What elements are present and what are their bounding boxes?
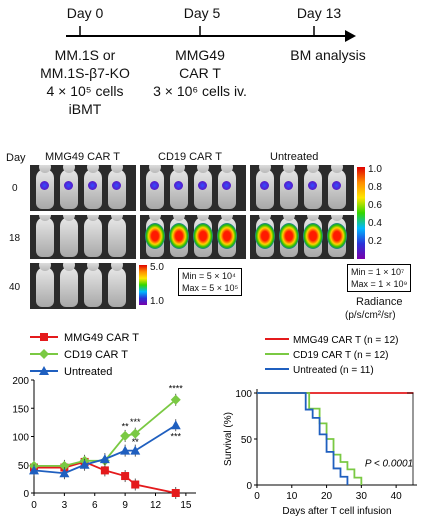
minmax-box-large: Min = 1 × 10⁷ Max = 1 × 10⁹: [347, 264, 412, 292]
y-tick-label: 100: [235, 389, 252, 400]
y-tick-label: 150: [12, 404, 29, 415]
data-point: [39, 349, 49, 359]
group-label-mmg49: MMG49 CAR T: [45, 151, 120, 163]
day5-line-2: CAR T: [179, 65, 221, 81]
day5-line-3: 3 × 10⁶ cells iv.: [153, 83, 247, 99]
row-label-18: 18: [9, 233, 21, 244]
y-tick-label: 100: [12, 433, 29, 444]
pvalue-bracket: [407, 392, 414, 486]
timeline-day5: Day 5: [183, 5, 221, 21]
data-point: [170, 420, 181, 430]
legend-label: MMG49 CAR T: [64, 332, 139, 344]
timeline-arrow: [66, 26, 356, 42]
day13-label: BM analysis: [290, 47, 366, 63]
colorbar-small: [139, 265, 147, 305]
x-axis-label: Days after T cell infusion: [282, 506, 391, 516]
legend-label: Untreated: [64, 366, 112, 378]
row-label-0: 0: [12, 183, 18, 194]
group-label-untreated: Untreated: [270, 151, 319, 163]
data-point: [59, 460, 70, 471]
timeline-day13: Day 13: [296, 5, 342, 21]
colorbar-large-tick-1: 1.0: [368, 164, 382, 175]
colorbar-large-tick-5: 0.2: [368, 236, 382, 247]
significance-label: ****: [169, 383, 184, 393]
day0-line-1: MM.1S or: [54, 47, 116, 63]
minmax-large-min: Min = 1 × 10⁷: [351, 267, 405, 277]
data-point: [99, 454, 110, 464]
radiance-unit: (p/s/cm²/sr): [345, 310, 396, 321]
data-point: [130, 428, 141, 439]
tumor-line-chart: 0 50 100 150 200 0 3 6 9 12 15 MMG49 CAR T CD19 CAR …: [12, 332, 196, 511]
significance-label: **: [122, 422, 130, 432]
x-tick-label: 40: [391, 491, 403, 502]
y-tick-label: 200: [12, 376, 29, 387]
data-point: [120, 430, 131, 441]
data-point: [29, 465, 39, 475]
legend-label: CD19 CAR T: [64, 349, 128, 361]
data-point: [100, 466, 109, 475]
x-tick-label: 10: [286, 491, 298, 502]
colorbar-large-tick-2: 0.8: [368, 182, 382, 193]
imaging-day-header: Day: [6, 152, 26, 164]
colorbar-large: [357, 167, 365, 259]
x-tick-label: 0: [31, 500, 37, 511]
data-point: [171, 489, 180, 497]
survival-chart: MMG49 CAR T (n = 12) CD19 CAR T (n = 12) U…: [223, 335, 417, 516]
data-point: [131, 480, 140, 489]
group-label-cd19: CD19 CAR T: [158, 151, 222, 163]
survival-curve: [257, 392, 363, 485]
x-tick-label: 3: [62, 500, 68, 511]
row-label-40: 40: [9, 282, 21, 293]
pvalue-label: P < 0.0001: [365, 459, 413, 470]
x-tick-label: 30: [356, 491, 368, 502]
image-panel-mmg49-day18: [30, 215, 136, 259]
y-tick-label: 50: [18, 461, 30, 472]
timeline-day0: Day 0: [66, 5, 104, 21]
legend-label: CD19 CAR T (n = 12): [293, 350, 389, 361]
data-point: [79, 459, 90, 469]
image-panel-cd19-day0: [140, 165, 246, 211]
minmax-small-max: Max = 5 × 10⁵: [182, 283, 239, 293]
day5-line-1: MMG49: [175, 47, 225, 63]
colorbar-large-tick-4: 0.4: [368, 218, 382, 229]
data-point: [170, 394, 181, 405]
day0-line-4: iBMT: [68, 101, 102, 117]
x-tick-label: 6: [92, 500, 98, 511]
y-axis-label: Survival (%): [223, 412, 234, 466]
image-panel-mmg49-day0: [30, 165, 136, 211]
data-point: [40, 333, 48, 341]
image-panel-untreated-day0: [250, 165, 354, 211]
x-tick-label: 20: [321, 491, 333, 502]
data-point: [121, 472, 130, 481]
data-point: [130, 445, 141, 455]
colorbar-small-top: 5.0: [150, 262, 164, 273]
y-tick-label: 0: [23, 489, 29, 500]
data-point: [59, 468, 70, 478]
survival-curve: [257, 392, 349, 485]
y-tick-label: 50: [241, 435, 253, 446]
image-panel-cd19-day18: [140, 215, 246, 259]
minmax-box-small: Min = 5 × 10⁴ Max = 5 × 10⁵: [178, 268, 243, 296]
x-tick-label: 15: [180, 500, 192, 511]
day0-line-2: MM.1S-β7-KO: [40, 65, 130, 81]
colorbar-large-tick-3: 0.6: [368, 200, 382, 211]
x-tick-label: 9: [122, 500, 128, 511]
x-tick-label: 0: [254, 491, 260, 502]
radiance-label: Radiance: [356, 296, 403, 308]
data-point: [120, 445, 131, 455]
minmax-small-min: Min = 5 × 10⁴: [182, 271, 236, 281]
y-tick-label: 0: [246, 481, 252, 492]
image-panel-mmg49-day40: [30, 263, 136, 309]
x-tick-label: 12: [150, 500, 162, 511]
data-point: [39, 366, 49, 375]
minmax-large-max: Max = 1 × 10⁹: [351, 279, 408, 289]
legend-label: MMG49 CAR T (n = 12): [293, 335, 399, 346]
significance-label: ***: [130, 417, 141, 427]
colorbar-small-bottom: 1.0: [150, 296, 164, 307]
significance-label: **: [132, 437, 140, 447]
legend-label: Untreated (n = 11): [293, 365, 374, 376]
significance-label: ***: [170, 431, 181, 441]
image-panel-untreated-day18: [250, 215, 354, 259]
day0-line-3: 4 × 10⁵ cells: [46, 83, 124, 99]
